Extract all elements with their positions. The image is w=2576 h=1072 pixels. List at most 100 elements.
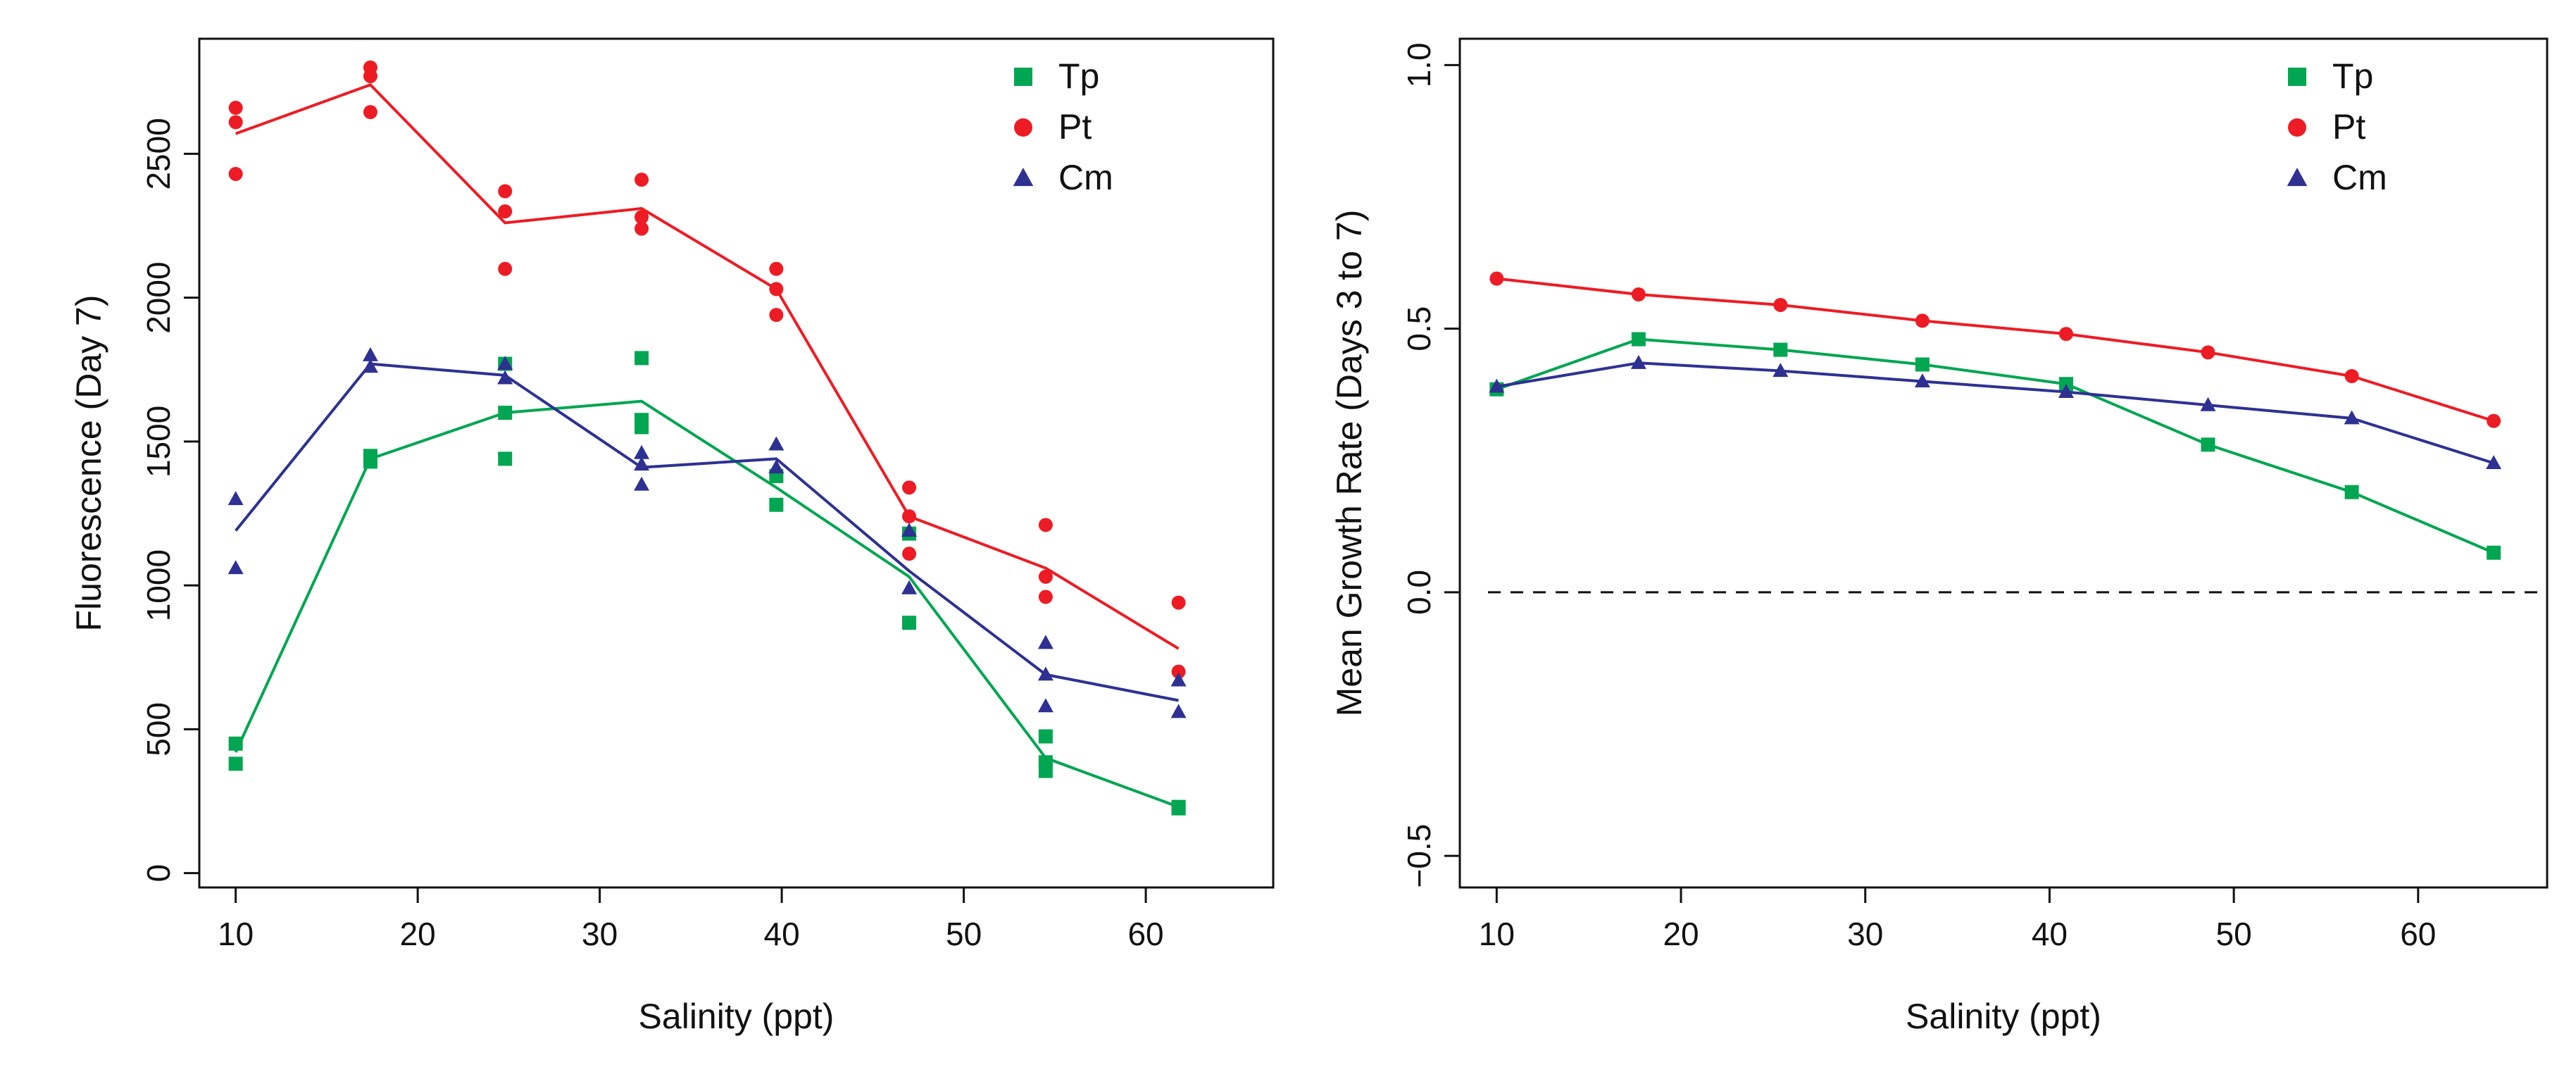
data-point-pt — [363, 69, 377, 84]
data-point-pt — [634, 221, 649, 236]
y-axis-title: Fluorescence (Day 7) — [69, 295, 108, 632]
x-tick-label: 30 — [582, 916, 618, 952]
series-line-cm — [235, 362, 1179, 702]
data-point-pt — [498, 261, 513, 276]
data-point-pt — [769, 308, 784, 323]
data-point-tp — [1915, 357, 1930, 372]
data-point-pt — [498, 204, 513, 219]
data-point-tp — [1171, 801, 1186, 816]
y-tick-label: 0.0 — [1401, 570, 1437, 615]
data-point-tp — [2344, 485, 2359, 499]
data-point-pt — [769, 261, 784, 276]
data-point-pt — [1631, 287, 1646, 301]
plot-frame — [1458, 37, 2549, 889]
data-point-pt — [1038, 518, 1053, 532]
legend-marker-pt — [2288, 118, 2306, 137]
data-point-tp — [1773, 342, 1788, 357]
series-line-pt — [235, 83, 1180, 650]
data-point-tp — [769, 497, 784, 512]
data-point-cm — [227, 560, 244, 575]
x-axis-title: Salinity (ppt) — [639, 997, 834, 1036]
data-point-cm — [1630, 354, 1646, 369]
data-point-pt — [1038, 590, 1053, 604]
x-tick-label: 40 — [2032, 916, 2068, 952]
data-point-pt — [363, 105, 377, 120]
data-point-cm — [1037, 666, 1053, 681]
data-point-tp — [1038, 729, 1053, 744]
x-axis-title: Salinity (ppt) — [1906, 997, 2101, 1036]
data-point-cm — [1772, 363, 1789, 378]
data-point-pt — [634, 210, 649, 225]
legend-label-cm: Cm — [1058, 158, 1113, 197]
series-line-tp — [1496, 337, 2494, 554]
y-tick-label: 0.5 — [1401, 306, 1437, 351]
x-tick-label: 50 — [946, 916, 982, 952]
x-tick-label: 20 — [1663, 916, 1699, 952]
data-point-cm — [1037, 635, 1053, 649]
data-point-cm — [362, 359, 378, 373]
data-point-cm — [1914, 373, 1930, 388]
data-point-cm — [1170, 704, 1187, 718]
data-point-pt — [228, 115, 243, 130]
y-tick-label: 1.0 — [1401, 42, 1437, 87]
data-point-cm — [497, 356, 513, 370]
plot-frame — [198, 37, 1275, 889]
data-point-pt — [2058, 327, 2073, 342]
data-point-pt — [498, 184, 513, 199]
x-tick-label: 10 — [1479, 916, 1515, 952]
data-point-tp — [902, 616, 917, 630]
data-point-cm — [634, 456, 650, 471]
legend-marker-pt — [1014, 118, 1032, 137]
data-point-pt — [1038, 569, 1053, 584]
series-line-tp — [234, 399, 1180, 809]
x-tick-label: 50 — [2216, 916, 2252, 952]
series-line-cm — [1496, 361, 2494, 465]
legend-marker-cm — [2287, 168, 2308, 187]
data-point-pt — [1915, 313, 1930, 328]
data-point-cm — [227, 491, 244, 506]
data-point-pt — [1171, 664, 1186, 679]
data-point-tp — [498, 451, 513, 466]
data-point-cm — [634, 444, 650, 459]
data-point-pt — [228, 166, 243, 181]
legend-label-pt: Pt — [2332, 107, 2365, 147]
data-point-tp — [498, 406, 513, 420]
data-point-cm — [1489, 378, 1505, 393]
data-point-pt — [1489, 271, 1504, 286]
data-point-tp — [228, 756, 243, 771]
data-point-tp — [1631, 332, 1646, 347]
y-tick-label: 0 — [140, 864, 177, 883]
data-point-pt — [1171, 595, 1186, 610]
legend-marker-tp — [2288, 68, 2306, 86]
data-point-pt — [2344, 369, 2359, 384]
y-tick-label: 2500 — [140, 118, 177, 189]
data-point-cm — [1037, 698, 1053, 713]
y-axis-title: Mean Growth Rate (Days 3 to 7) — [1330, 210, 1369, 717]
panel-growth-rate: 10 20 30 40 50 60 −0.5 0.0 0.5 1.0 Salinity (ppt) M… — [1330, 37, 2549, 1036]
data-point-cm — [2344, 410, 2360, 425]
data-point-cm — [768, 459, 784, 474]
data-point-cm — [901, 580, 918, 594]
y-tick-label: 1000 — [140, 549, 177, 621]
data-point-pt — [902, 547, 917, 561]
x-tick-label: 10 — [218, 916, 254, 952]
data-point-cm — [2486, 455, 2502, 470]
legend-marker-tp — [1014, 68, 1032, 86]
y-tick-label: 1500 — [140, 406, 177, 478]
x-tick-label: 30 — [1847, 916, 1883, 952]
legend-marker-cm — [1013, 168, 1034, 187]
data-point-cm — [497, 370, 513, 385]
data-point-tp — [2487, 545, 2501, 560]
data-point-pt — [2201, 345, 2215, 360]
legend-label-pt: Pt — [1058, 107, 1092, 147]
data-point-cm — [362, 347, 378, 361]
data-point-pt — [2487, 413, 2501, 428]
y-tick-label: 500 — [140, 702, 177, 756]
panel-fluorescence: 10 20 30 40 50 60 0 500 1000 1500 2000 2500 Salinity… — [69, 37, 1275, 1036]
data-point-tp — [2201, 437, 2215, 452]
x-tick-label: 60 — [1127, 916, 1163, 952]
data-point-tp — [363, 454, 377, 469]
y-tick-label: −0.5 — [1401, 824, 1437, 888]
legend-label-tp: Tp — [2332, 56, 2373, 96]
